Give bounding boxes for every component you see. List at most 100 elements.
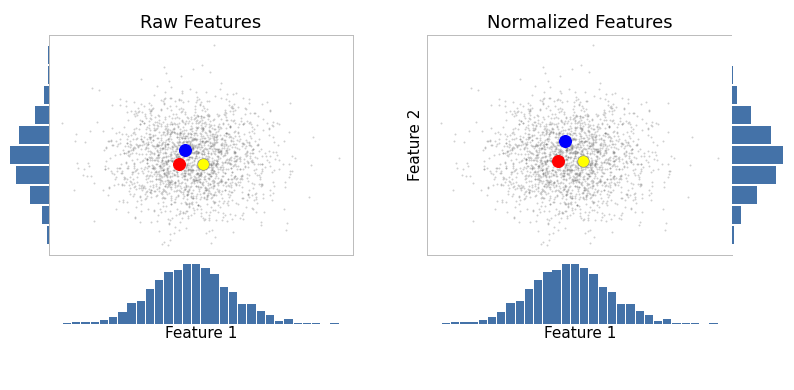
Point <box>507 168 520 175</box>
Point <box>536 128 549 135</box>
Point <box>555 143 568 149</box>
Point <box>547 130 560 136</box>
Point <box>560 207 572 214</box>
Point <box>479 144 491 151</box>
Point <box>228 141 241 147</box>
Point <box>588 129 601 135</box>
Point <box>536 138 549 145</box>
Point <box>157 171 170 177</box>
Bar <box>571 264 580 324</box>
Point <box>205 195 218 201</box>
Point <box>206 170 218 176</box>
Point <box>497 124 510 130</box>
Point <box>186 190 198 196</box>
Point <box>596 144 609 151</box>
Point <box>129 168 141 175</box>
Point <box>124 185 137 191</box>
Point <box>167 167 179 173</box>
Point <box>156 160 169 166</box>
Point <box>187 145 199 152</box>
Point <box>121 165 134 171</box>
Point <box>640 157 653 163</box>
Point <box>221 149 233 156</box>
Point <box>661 161 674 167</box>
Point <box>507 131 520 138</box>
Point <box>584 193 597 200</box>
Point <box>164 193 177 199</box>
Point <box>210 146 222 152</box>
Point <box>252 142 264 148</box>
Point <box>522 122 534 128</box>
Point <box>553 219 565 225</box>
Point <box>199 89 212 95</box>
Point <box>615 140 627 147</box>
Point <box>615 176 628 182</box>
Point <box>649 152 662 158</box>
Point <box>587 136 599 143</box>
Point <box>161 131 174 137</box>
Point <box>152 176 164 182</box>
Point <box>588 234 601 241</box>
Point <box>182 135 195 141</box>
Point <box>211 147 224 153</box>
Point <box>175 88 188 94</box>
Point <box>580 163 593 170</box>
Point <box>204 171 217 177</box>
Point <box>598 109 611 115</box>
Point <box>576 190 589 196</box>
Point <box>201 193 214 200</box>
Point <box>600 176 613 182</box>
Point <box>247 185 260 191</box>
Point <box>153 228 166 234</box>
Point <box>577 185 590 191</box>
Point <box>189 99 202 105</box>
Point <box>191 144 203 150</box>
Point <box>184 163 197 170</box>
Point <box>522 155 535 161</box>
Point <box>210 171 222 177</box>
Point <box>218 187 231 193</box>
Point <box>174 147 187 153</box>
Point <box>219 179 232 185</box>
Point <box>535 161 548 167</box>
Point <box>233 154 246 160</box>
Point <box>499 136 512 142</box>
Point <box>602 156 615 162</box>
Point <box>523 154 536 160</box>
Point <box>526 165 538 171</box>
Point <box>580 111 593 117</box>
Point <box>581 170 594 177</box>
Point <box>563 133 576 140</box>
Point <box>175 157 188 163</box>
Point <box>191 166 204 172</box>
Point <box>556 172 569 178</box>
Point <box>182 160 195 166</box>
Point <box>552 134 565 140</box>
Point <box>218 138 231 145</box>
Point <box>146 142 159 148</box>
Point <box>225 183 237 189</box>
Point <box>190 127 202 133</box>
Bar <box>553 270 561 324</box>
Point <box>140 176 152 182</box>
Point <box>172 123 184 129</box>
Point <box>229 144 241 150</box>
Point <box>156 157 168 163</box>
Point <box>167 147 179 154</box>
Point <box>141 165 153 171</box>
Point <box>543 168 556 174</box>
Point <box>184 142 197 149</box>
Point <box>533 164 545 170</box>
Point <box>150 141 163 147</box>
Point <box>576 179 588 185</box>
Point <box>596 152 609 158</box>
Point <box>547 126 560 133</box>
Point <box>206 177 219 183</box>
Point <box>621 194 634 200</box>
Point <box>562 142 575 148</box>
Point <box>566 145 579 151</box>
Point <box>184 183 197 189</box>
Bar <box>663 319 672 324</box>
Point <box>132 105 145 111</box>
Point <box>229 90 242 96</box>
